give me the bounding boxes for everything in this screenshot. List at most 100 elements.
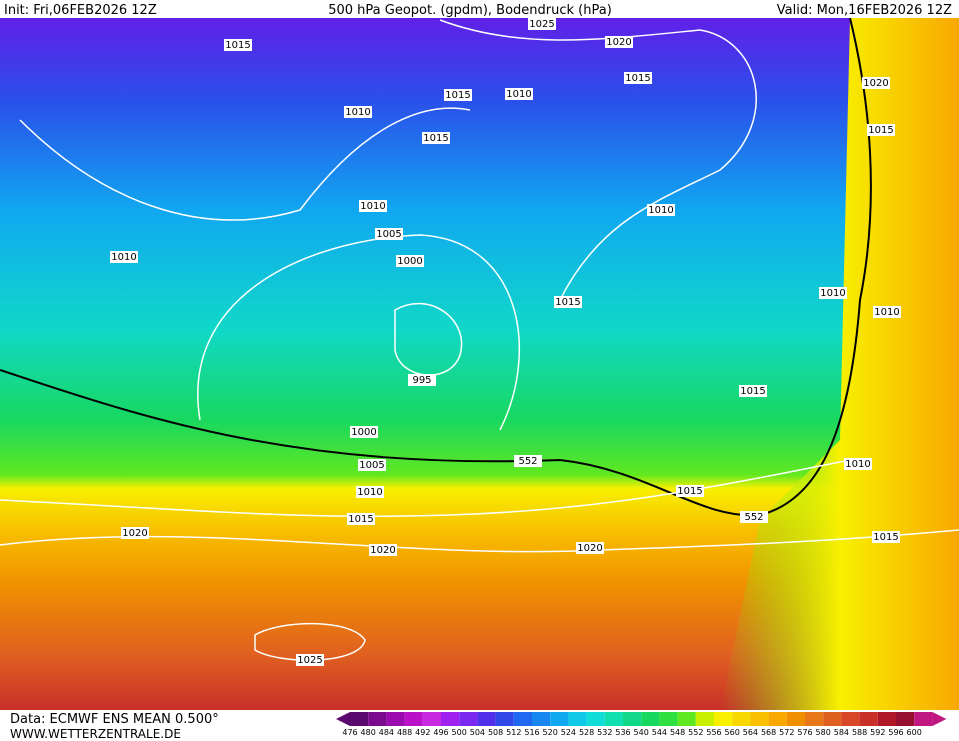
legend-label: 548 [670, 728, 685, 737]
label-box [624, 72, 652, 84]
label-box [605, 36, 633, 48]
legend-label: 496 [433, 728, 448, 737]
legend-swatch [641, 712, 660, 726]
label-box [444, 89, 472, 101]
legend-arrow-right [932, 712, 947, 726]
legend-label: 576 [797, 728, 812, 737]
legend-label: 592 [870, 728, 885, 737]
isobar-label: 1020 [863, 78, 888, 89]
label-box [359, 200, 387, 212]
label-box [528, 18, 556, 30]
label-box [819, 287, 847, 299]
legend-label: 584 [834, 728, 849, 737]
legend-label: 520 [543, 728, 558, 737]
legend-swatch [823, 712, 842, 726]
legend-swatch [604, 712, 623, 726]
isobar-label: 1000 [397, 256, 422, 267]
legend-swatch [350, 712, 369, 726]
map-title: 500 hPa Geopot. (gpdm), Bodendruck (hPa) [328, 3, 612, 18]
label-box [739, 385, 767, 397]
legend-label: 568 [761, 728, 776, 737]
label-box [676, 485, 704, 497]
isobar-label: 1015 [423, 133, 448, 144]
label-box [296, 654, 324, 666]
legend-swatch [404, 712, 423, 726]
isobar-label: 995 [412, 375, 431, 386]
legend-swatch [659, 712, 678, 726]
isobar-label: 1010 [111, 252, 136, 263]
label-box [647, 204, 675, 216]
isobar-labels: 1015 1025 1020 1015 1020 1015 1015 1010 1010 1015… [110, 18, 901, 666]
label-box [554, 296, 582, 308]
legend-label: 492 [415, 728, 430, 737]
legend-label: 536 [615, 728, 630, 737]
isobar-label: 1015 [740, 386, 765, 397]
isobar-label: 552 [518, 456, 537, 467]
label-box [396, 255, 424, 267]
label-box [375, 228, 403, 240]
isobar-label: 1020 [122, 528, 147, 539]
legend-swatch [841, 712, 860, 726]
label-box [740, 511, 768, 523]
isobar-label: 1010 [874, 307, 899, 318]
map [0, 17, 959, 710]
legend-label: 560 [725, 728, 740, 737]
isobar-label: 1015 [868, 125, 893, 136]
isobar-label: 552 [744, 512, 763, 523]
legend-swatch [896, 712, 915, 726]
legend-label: 516 [524, 728, 539, 737]
isobar-label: 1010 [345, 107, 370, 118]
legend-swatch [877, 712, 896, 726]
isobar-label: 1010 [506, 89, 531, 100]
legend-label: 572 [779, 728, 794, 737]
isobar-label: 1015 [873, 532, 898, 543]
label-box [356, 486, 384, 498]
header-bar [0, 0, 959, 18]
legend-swatch [714, 712, 733, 726]
label-box [347, 513, 375, 525]
legend-label: 588 [852, 728, 867, 737]
isobar-label: 1015 [445, 90, 470, 101]
legend-arrow-left [336, 712, 350, 726]
legend-label: 512 [506, 728, 521, 737]
legend-swatch [750, 712, 769, 726]
label-box [110, 251, 138, 263]
legend-swatch [422, 712, 441, 726]
isobar-label: 1015 [677, 486, 702, 497]
isobar-label: 1015 [348, 514, 373, 525]
isobar-label: 1020 [577, 543, 602, 554]
isobar-label: 1025 [297, 655, 322, 666]
isobar-label: 1015 [625, 73, 650, 84]
legend-swatch [805, 712, 824, 726]
legend-swatch [459, 712, 478, 726]
color-legend: 476 480 484 488 492 496 500 504 508 512 516 520 524 5… [336, 712, 947, 737]
legend-label: 528 [579, 728, 594, 737]
label-box [224, 39, 252, 51]
legend-label: 532 [597, 728, 612, 737]
legend-swatch [532, 712, 551, 726]
isobar-label: 1010 [820, 288, 845, 299]
legend-swatch [550, 712, 569, 726]
label-box [872, 531, 900, 543]
legend-label: 504 [470, 728, 485, 737]
isobar-label: 1010 [845, 459, 870, 470]
legend-label: 480 [361, 728, 376, 737]
isobar-label: 1010 [360, 201, 385, 212]
label-box [867, 124, 895, 136]
label-box [408, 374, 436, 386]
isobar-label: 1020 [606, 37, 631, 48]
legend-label: 500 [452, 728, 467, 737]
legend-label: 556 [706, 728, 721, 737]
legend-swatch [768, 712, 787, 726]
legend-label: 564 [743, 728, 758, 737]
legend-label: 552 [688, 728, 703, 737]
label-box [121, 527, 149, 539]
legend-swatch [368, 712, 387, 726]
site: WWW.WETTERZENTRALE.DE [10, 727, 181, 741]
isobar-label: 1010 [648, 205, 673, 216]
legend-label: 484 [379, 728, 394, 737]
legend-swatch [786, 712, 805, 726]
init-time: Init: Fri,06FEB2026 12Z [4, 3, 157, 18]
label-box [514, 455, 542, 467]
